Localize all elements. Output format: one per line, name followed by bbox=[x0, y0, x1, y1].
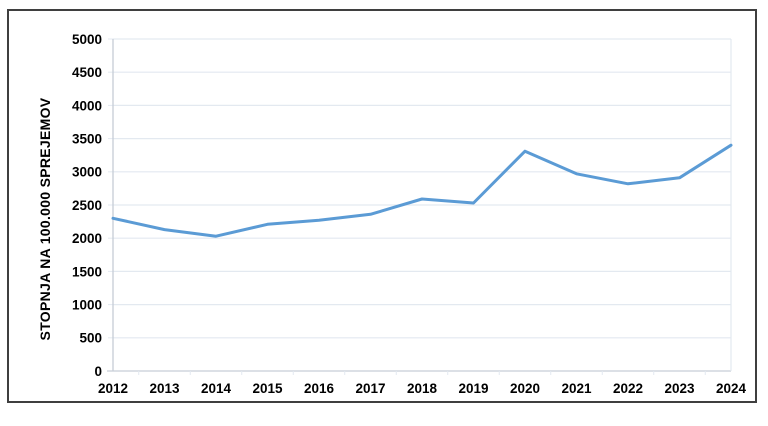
y-axis-title: STOPNJA NA 100.000 SPREJEMOV bbox=[37, 97, 53, 340]
y-tick-label: 4000 bbox=[72, 98, 102, 113]
x-tick-label: 2022 bbox=[613, 381, 643, 396]
x-tick-label: 2018 bbox=[407, 381, 438, 396]
x-tick-label: 2012 bbox=[98, 381, 128, 396]
y-tick-label: 4500 bbox=[72, 65, 102, 80]
x-tick-label: 2014 bbox=[201, 381, 232, 396]
x-axis-tick-labels: 2012 2013 2014 2015 2016 2017 2018 2019 2020 2021… bbox=[98, 381, 747, 396]
y-tick-label: 1000 bbox=[72, 297, 102, 312]
y-tick-label: 5000 bbox=[72, 32, 102, 47]
x-tick-label: 2023 bbox=[664, 381, 695, 396]
y-tick-label: 2500 bbox=[72, 198, 102, 213]
data-line-series bbox=[111, 143, 733, 238]
y-tick-label: 3500 bbox=[72, 131, 102, 146]
gridlines bbox=[113, 38, 731, 339]
y-tick-label: 3000 bbox=[72, 165, 102, 180]
x-tick-label: 2021 bbox=[561, 381, 592, 396]
chart-frame: 0 500 1000 1500 2000 2500 3000 3500 4000 4500 5000… bbox=[7, 9, 757, 403]
x-tick-label: 2020 bbox=[510, 381, 540, 396]
x-tick-label: 2016 bbox=[304, 381, 335, 396]
line-chart: 0 500 1000 1500 2000 2500 3000 3500 4000 4500 5000… bbox=[37, 32, 747, 396]
x-tick-label: 2019 bbox=[458, 381, 488, 396]
x-tick-label: 2015 bbox=[252, 381, 283, 396]
y-tick-label: 0 bbox=[94, 364, 102, 379]
x-tick-label: 2013 bbox=[149, 381, 180, 396]
y-tick-label: 2000 bbox=[72, 231, 102, 246]
x-tick-label: 2024 bbox=[716, 381, 747, 396]
y-axis-tick-labels: 0 500 1000 1500 2000 2500 3000 3500 4000 4500 5000 bbox=[72, 32, 102, 379]
axes bbox=[107, 38, 732, 375]
y-tick-label: 1500 bbox=[72, 264, 102, 279]
y-tick-label: 500 bbox=[79, 331, 102, 346]
x-tick-label: 2017 bbox=[355, 381, 385, 396]
